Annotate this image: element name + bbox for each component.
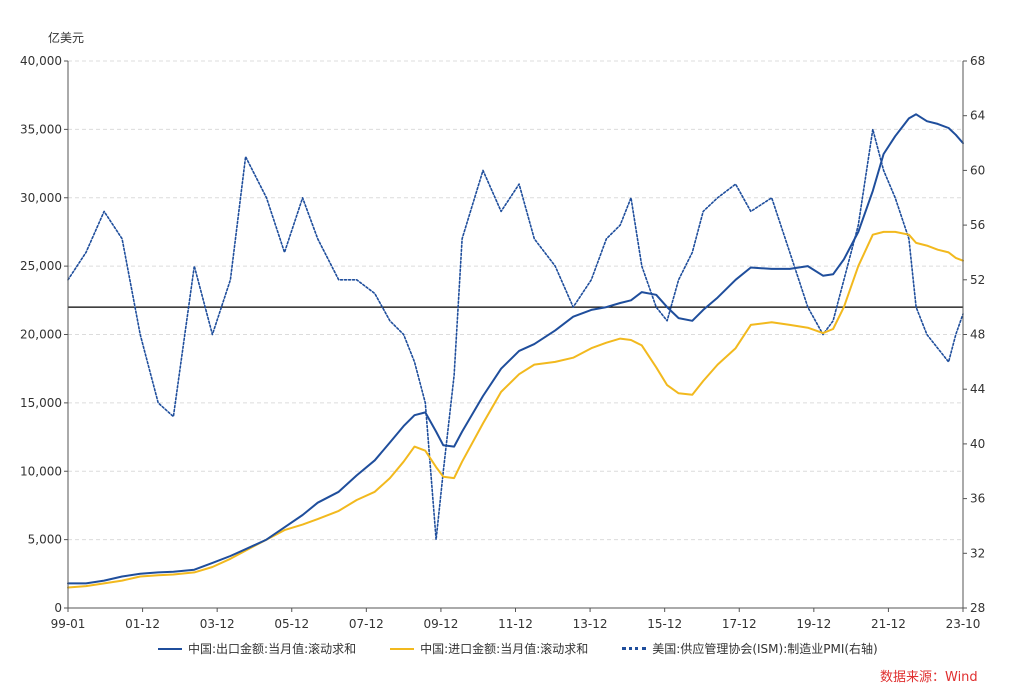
y-left-tick-label: 20,000 — [20, 328, 62, 342]
y-left-tick-label: 0 — [54, 601, 62, 615]
series-line-2 — [67, 128, 964, 541]
x-tick-label: 07-12 — [349, 617, 384, 631]
source-note: 数据来源：Wind — [880, 670, 978, 685]
y-right-tick-label: 56 — [970, 218, 985, 232]
series-group — [67, 113, 964, 589]
legend-item-import: 中国:进口金额:当月值:滚动求和 — [390, 640, 588, 657]
y-right-tick-label: 44 — [970, 382, 985, 396]
x-tick-label: 99-01 — [51, 617, 86, 631]
legend-swatch-import — [390, 647, 415, 650]
legend-swatch-pmi — [622, 647, 647, 650]
x-tick-label: 01-12 — [125, 617, 160, 631]
legend-label-export: 中国:出口金额:当月值:滚动求和 — [188, 642, 357, 656]
legend-label-import: 中国:进口金额:当月值:滚动求和 — [420, 642, 589, 656]
series-line-0 — [67, 113, 964, 585]
y-axis-left-ticks: 0 5,000 10,000 15,000 20,000 25,000 30,000 35,0… — [20, 54, 68, 615]
y-left-tick-label: 10,000 — [20, 464, 62, 478]
y-left-tick-label: 40,000 — [20, 54, 62, 68]
y-left-tick-label: 15,000 — [20, 396, 62, 410]
y-right-tick-label: 40 — [970, 437, 985, 451]
legend-swatch-export — [158, 647, 182, 650]
x-tick-label: 11-12 — [498, 617, 533, 631]
y-right-tick-label: 48 — [970, 328, 985, 342]
y-right-tick-label: 68 — [970, 54, 985, 68]
y-axis-right-ticks: 28 32 36 40 44 48 52 56 60 64 68 — [963, 54, 985, 615]
legend-item-export: 中国:出口金额:当月值:滚动求和 — [158, 640, 356, 657]
x-tick-label: 03-12 — [200, 617, 235, 631]
y-right-tick-label: 36 — [970, 492, 985, 506]
y-left-tick-label: 30,000 — [20, 191, 62, 205]
y-right-tick-label: 32 — [970, 546, 985, 560]
gridlines — [68, 60, 963, 541]
x-axis-ticks: 99-01 01-12 03-12 05-12 07-12 09-12 11-12 13-12… — [51, 608, 981, 631]
y-left-tick-label: 25,000 — [20, 259, 62, 273]
y-left-tick-label: 5,000 — [28, 533, 62, 547]
y-right-tick-label: 60 — [970, 163, 985, 177]
legend-label-pmi: 美国:供应管理协会(ISM):制造业PMI(右轴) — [652, 642, 878, 656]
y-right-tick-label: 64 — [970, 109, 985, 123]
legend-item-pmi: 美国:供应管理协会(ISM):制造业PMI(右轴) — [622, 640, 878, 657]
x-tick-label: 17-12 — [722, 617, 757, 631]
series-line-1 — [67, 230, 964, 589]
y-left-tick-label: 35,000 — [20, 122, 62, 136]
y-right-tick-label: 28 — [970, 601, 985, 615]
y-right-tick-label: 52 — [970, 273, 985, 287]
x-tick-label: 13-12 — [573, 617, 608, 631]
legend: 中国:出口金额:当月值:滚动求和 中国:进口金额:当月值:滚动求和 美国:供应管… — [158, 640, 878, 657]
x-tick-label: 05-12 — [274, 617, 309, 631]
x-tick-label: 23-10 — [946, 617, 981, 631]
x-tick-label: 21-12 — [871, 617, 906, 631]
x-tick-label: 09-12 — [423, 617, 458, 631]
x-tick-label: 19-12 — [796, 617, 831, 631]
x-tick-label: 15-12 — [647, 617, 682, 631]
y-axis-left-unit: 亿美元 — [48, 30, 84, 45]
